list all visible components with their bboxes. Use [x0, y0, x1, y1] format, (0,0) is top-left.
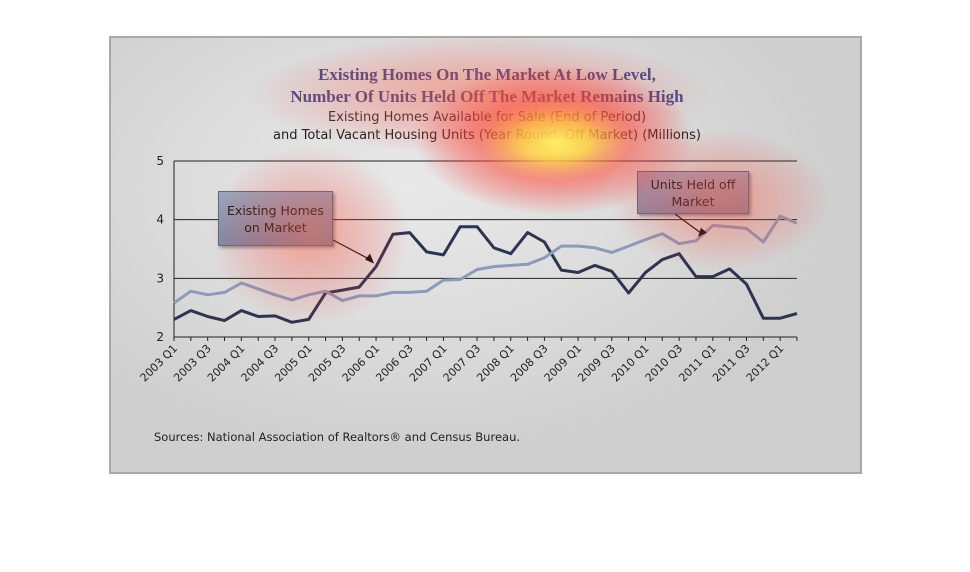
callout-existing-homes-line2: on Market	[244, 219, 307, 235]
callout-existing-homes: Existing Homes on Market	[218, 191, 333, 246]
arrow-existing-homes	[332, 239, 373, 262]
source-note: Sources: National Association of Realtor…	[154, 430, 521, 444]
y-axis-ticks: 2 3 4 5	[156, 154, 164, 344]
arrowhead-existing-homes	[365, 253, 375, 264]
arrow-units-held-off	[674, 213, 703, 235]
callout-existing-homes-line1: Existing Homes	[227, 202, 324, 218]
callout-units-held-off: Units Held off Market	[637, 171, 749, 214]
y-tick-label: 2	[156, 330, 164, 344]
y-tick-label: 3	[156, 271, 164, 285]
callout-units-held-off-line1: Units Held off	[650, 176, 736, 192]
y-tick-label: 5	[156, 154, 164, 168]
y-tick-label: 4	[156, 213, 164, 227]
callout-units-held-off-line2: Market	[671, 193, 715, 209]
x-tick-label: 2012 Q1	[744, 342, 787, 385]
